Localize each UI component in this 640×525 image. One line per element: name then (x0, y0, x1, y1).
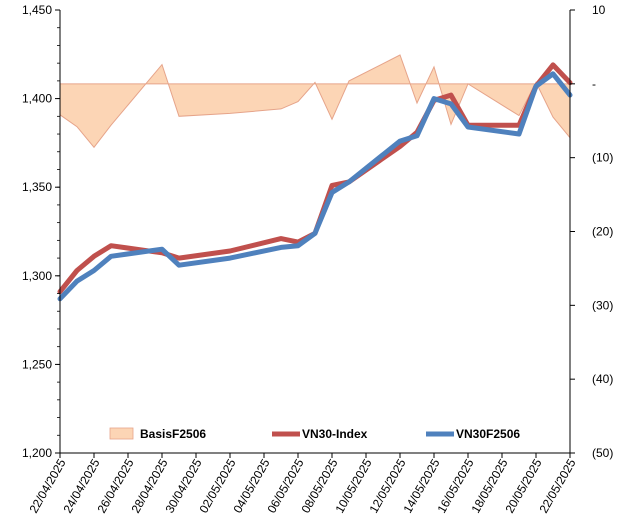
legend: BasisF2506 VN30-Index VN30F2506 (109, 427, 520, 441)
basis-area-edge (59, 54, 571, 149)
legend-item-vn30f2506: VN30F2506 (426, 427, 520, 441)
y-left-tick-label: 1,300 (22, 269, 52, 283)
y-right-tick-label: (20) (592, 225, 613, 239)
basis-area-layer (59, 54, 571, 149)
legend-label-vn30f2506: VN30F2506 (456, 427, 520, 441)
y-right-tick-label: (30) (592, 298, 613, 312)
y-left-tick-label: 1,200 (22, 446, 52, 460)
legend-label-vn30-index: VN30-Index (302, 427, 368, 441)
y-right-tick-label: (40) (592, 372, 613, 386)
series-line-vn30-index (57, 62, 573, 295)
y-right-tick-label: 10 (592, 3, 606, 17)
legend-label-basis: BasisF2506 (140, 427, 206, 441)
legend-item-basis: BasisF2506 (109, 427, 206, 441)
y-right-tick-label: (50) (592, 446, 613, 460)
series-lines-layer (57, 62, 573, 302)
y-left-tick-label: 1,450 (22, 3, 52, 17)
y-left-tick-label: 1,400 (22, 92, 52, 106)
legend-item-vn30-index: VN30-Index (272, 427, 368, 441)
basis-area (60, 55, 570, 148)
legend-swatch-basis (109, 427, 134, 440)
y-left-tick-label: 1,250 (22, 357, 52, 371)
series-line-vn30f2506 (57, 71, 573, 302)
y-right-tick-label: (10) (592, 151, 613, 165)
y-left-tick-label: 1,350 (22, 180, 52, 194)
y-right-tick-label: - (592, 77, 596, 91)
